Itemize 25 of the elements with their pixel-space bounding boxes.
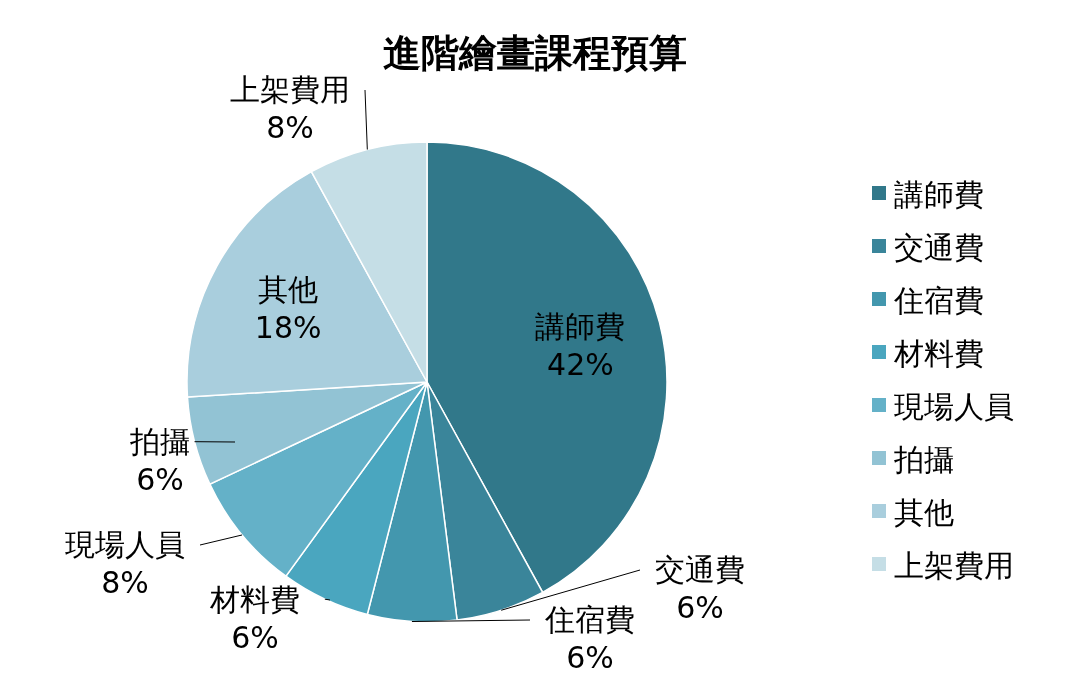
data-label: 18% — [254, 309, 322, 345]
legend-label: 上架費用 — [894, 548, 1014, 583]
legend-label: 材料費 — [893, 336, 984, 371]
legend-label: 拍攝 — [893, 442, 954, 477]
data-label: 42% — [547, 346, 614, 382]
chart-title: 進階繪畫課程預算 — [383, 31, 687, 75]
legend-label: 交通費 — [894, 230, 984, 265]
slice-label: 住宿費 — [544, 602, 635, 637]
data-label: 8% — [101, 565, 149, 600]
slice-label: 材料費 — [209, 582, 300, 617]
data-label: 8% — [266, 110, 314, 145]
slice-label: 現場人員 — [65, 527, 185, 562]
slice-label: 上架費用 — [230, 72, 350, 107]
legend-label: 其他 — [894, 495, 954, 530]
legend-label: 講師費 — [894, 177, 984, 212]
legend-label: 住宿費 — [893, 283, 984, 318]
legend-label: 現場人員 — [894, 389, 1014, 424]
slice-label: 其他 — [258, 271, 319, 307]
slice-label: 交通費 — [655, 552, 745, 587]
data-label: 6% — [136, 462, 184, 497]
data-label: 6% — [231, 620, 279, 655]
data-label: 6% — [566, 640, 614, 675]
data-label: 6% — [676, 590, 724, 625]
slice-label: 拍攝 — [129, 424, 190, 459]
slice-label: 講師費 — [535, 308, 626, 344]
